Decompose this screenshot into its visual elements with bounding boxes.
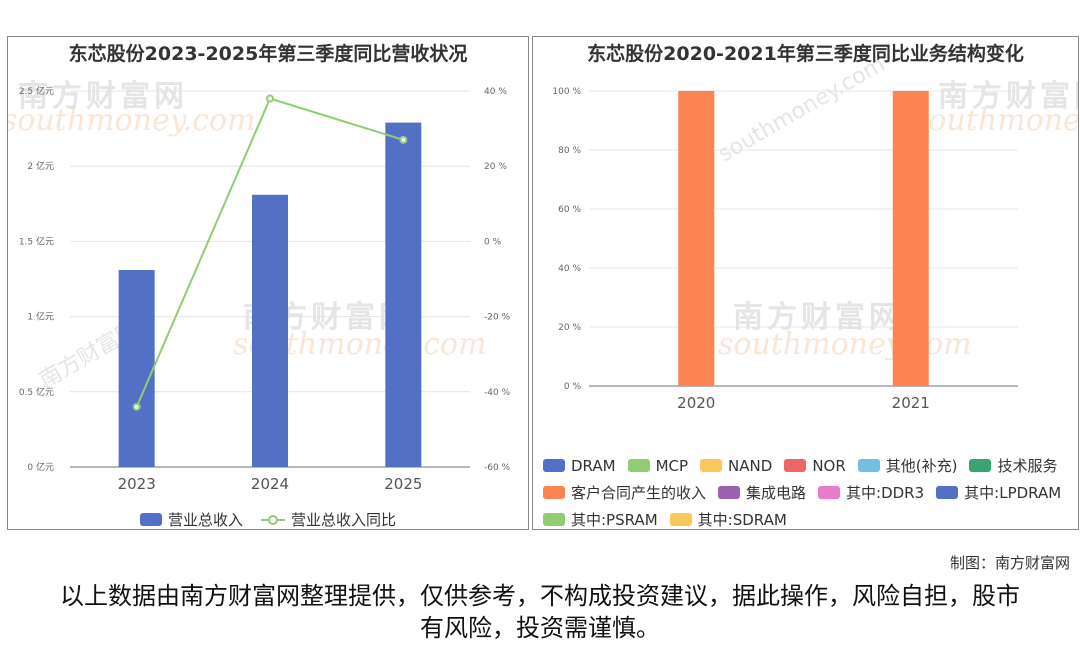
legend-item[interactable]: 其中:SDRAM <box>669 509 787 529</box>
legend-label: 集成电路 <box>746 484 807 502</box>
legend-swatch <box>784 459 807 472</box>
y-left-tick-label: 2.5 亿元 <box>19 85 54 97</box>
legend-item[interactable]: MCP <box>627 455 689 476</box>
y-left-tick-label: 2 亿元 <box>27 160 54 172</box>
y-right-tick-label: 20 % <box>484 162 507 172</box>
legend-swatch <box>139 513 162 526</box>
point-revenue-yoy <box>399 135 408 144</box>
legend-label: 技术服务 <box>997 457 1058 475</box>
structure-chart: 0 % 20 % 40 % 60 % 80 % 100 % 2020 2021 <box>552 87 1018 412</box>
legend-item[interactable]: 客户合同产生的收入 <box>543 482 706 503</box>
x-tick-label: 2020 <box>677 394 715 412</box>
y-tick-label: 40 % <box>558 264 581 274</box>
legend-item[interactable]: 技术服务 <box>969 455 1058 476</box>
legend-swatch <box>936 486 959 499</box>
legend-item[interactable]: NAND <box>700 455 772 476</box>
x-tick-label: 2021 <box>892 394 930 412</box>
x-tick-label: 2024 <box>251 475 289 493</box>
chart-legend: 营业总收入 营业总收入同比 <box>8 509 528 529</box>
legend-swatch <box>857 459 880 472</box>
legend-label: NAND <box>728 456 773 475</box>
legend-item[interactable]: 其中:DDR3 <box>818 482 924 503</box>
legend-swatch <box>627 459 650 472</box>
legend-label: NOR <box>812 456 846 475</box>
legend-label: 营业总收入同比 <box>291 511 397 529</box>
y-tick-label: 100 % <box>552 87 581 97</box>
legend-label: 营业总收入 <box>167 511 243 529</box>
legend-item[interactable]: 集成电路 <box>718 482 806 503</box>
legend-label: 其中:PSRAM <box>571 511 658 529</box>
legend-swatch <box>543 459 565 472</box>
y-right-tick-label: -60 % <box>484 463 511 473</box>
legend-label: 其中:DDR3 <box>846 484 925 502</box>
bar-contract-revenue <box>892 91 929 386</box>
legend-item-revenue-yoy[interactable]: 营业总收入同比 <box>261 509 397 529</box>
footer-credit: 制图：南方财富网 <box>949 554 1070 572</box>
y-left-tick-label: 1.5 亿元 <box>19 235 54 247</box>
legend-label: 其中:SDRAM <box>697 511 787 529</box>
y-right-tick-label: -40 % <box>484 388 511 398</box>
point-revenue-yoy <box>132 402 141 411</box>
y-left-tick-label: 0 亿元 <box>27 461 54 473</box>
y-tick-label: 0 % <box>564 382 582 392</box>
legend-swatch <box>700 459 723 472</box>
legend-item-revenue[interactable]: 营业总收入 <box>139 509 243 529</box>
disclaimer-text: 以上数据由南方财富网整理提供，仅供参考，不构成投资建议，据此操作，风险自担，股市… <box>60 582 1020 642</box>
y-right-tick-label: -20 % <box>484 313 511 323</box>
revenue-chart-panel: 南方财富网 southmoney.com 南方财富网 southmoney.co… <box>7 36 529 530</box>
y-tick-label: 20 % <box>558 323 581 333</box>
legend-label: DRAM <box>571 456 616 475</box>
y-right-tick-label: 0 % <box>484 237 502 247</box>
legend-item[interactable]: 其中:LPDRAM <box>936 482 1061 503</box>
structure-chart-panel: 南方财富网 southmoney.com 南方财富网 southmoney.co… <box>532 36 1079 530</box>
x-tick-label: 2023 <box>118 475 156 493</box>
legend-label: 客户合同产生的收入 <box>571 484 707 502</box>
y-left-tick-label: 0.5 亿元 <box>19 386 54 398</box>
bar-revenue <box>252 194 288 467</box>
point-revenue-yoy <box>266 94 274 103</box>
revenue-chart: 0 亿元 -60 % 0.5 亿元 -40 % 1 亿元 -20 % 1.5 亿元 0 % 2 … <box>19 85 511 493</box>
chart-legend: DRAM MCP NAND NOR 其他(补充) 技术服务 客户合同产生的收入 集成电路 其中:… <box>543 455 1072 529</box>
bar-revenue <box>385 122 422 468</box>
legend-label: 其中:LPDRAM <box>964 484 1062 502</box>
y-tick-label: 60 % <box>558 205 581 215</box>
legend-label: 其他(补充) <box>885 457 958 475</box>
legend-label: MCP <box>655 456 689 475</box>
legend-item[interactable]: 其中:PSRAM <box>543 509 658 529</box>
legend-swatch <box>718 486 741 499</box>
bar-revenue <box>118 269 155 467</box>
chart-title: 东芯股份2023-2025年第三季度同比营收状况 <box>68 43 468 65</box>
legend-swatch <box>969 459 992 472</box>
bar-contract-revenue <box>678 91 715 386</box>
legend-swatch <box>261 514 285 526</box>
y-left-tick-label: 1 亿元 <box>27 311 54 323</box>
legend-item[interactable]: DRAM <box>543 455 616 476</box>
legend-swatch <box>543 486 565 499</box>
x-tick-label: 2025 <box>384 475 422 493</box>
legend-swatch <box>818 486 841 499</box>
chart-title: 东芯股份2020-2021年第三季度同比业务结构变化 <box>587 43 1024 65</box>
legend-swatch <box>543 513 565 526</box>
legend-swatch <box>669 513 692 526</box>
y-right-tick-label: 40 % <box>484 87 507 97</box>
legend-item[interactable]: 其他(补充) <box>857 455 958 476</box>
legend-item[interactable]: NOR <box>784 455 846 476</box>
y-tick-label: 80 % <box>558 146 581 156</box>
